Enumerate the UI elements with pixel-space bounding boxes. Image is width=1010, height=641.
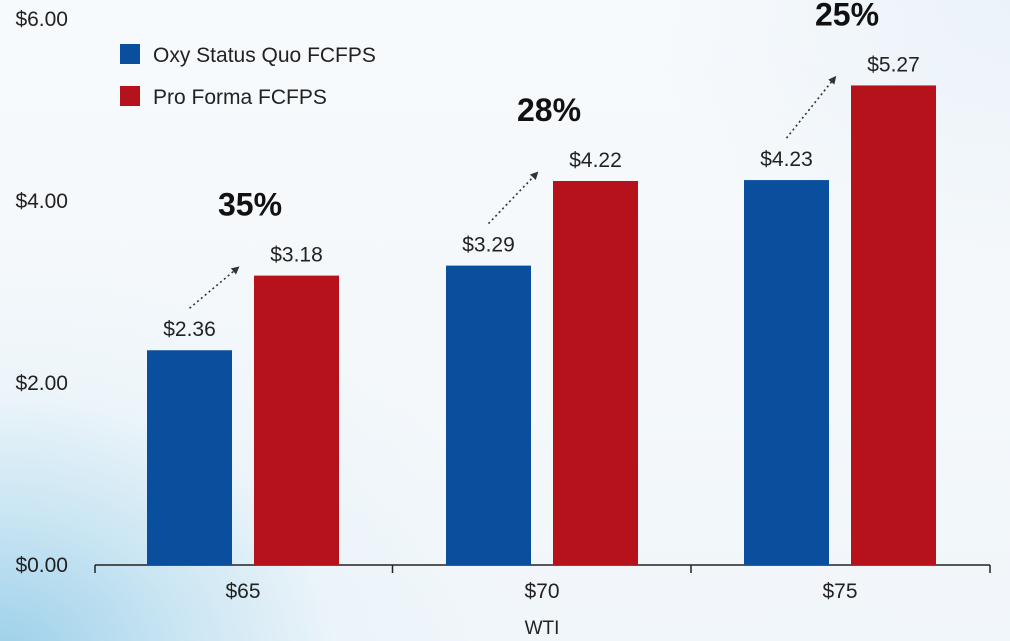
pro-forma-bar	[851, 85, 936, 566]
x-axis-title: WTI	[525, 618, 560, 639]
y-tick-label: $2.00	[15, 372, 68, 395]
x-axis: $65 $70 $75 WTI	[94, 564, 991, 639]
bar-value-label: $4.22	[569, 149, 622, 172]
x-tick-label: $75	[822, 580, 857, 603]
x-tick-label: $65	[225, 580, 260, 603]
bar-value-label: $2.36	[163, 318, 216, 341]
status-quo-bar	[446, 265, 531, 565]
growth-arrow	[188, 266, 240, 309]
x-tick-label: $70	[524, 580, 559, 603]
y-tick-label: $6.00	[15, 8, 68, 31]
growth-arrow	[785, 75, 837, 139]
growth-percent-label: 25%	[815, 0, 879, 32]
legend-swatch-pro-forma	[120, 86, 140, 106]
status-quo-bar	[744, 180, 829, 565]
data-labels: $2.36 $3.18 $3.29 $4.22 $4.23 $5.27	[163, 53, 920, 341]
legend: Oxy Status Quo FCFPS Pro Forma FCFPS	[120, 44, 376, 109]
legend-label-status-quo: Oxy Status Quo FCFPS	[153, 44, 376, 67]
pro-forma-bar	[553, 180, 638, 566]
growth-percent-label: 28%	[517, 92, 581, 128]
legend-swatch-status-quo	[120, 44, 140, 64]
growth-arrows: 35% 28% 25%	[188, 0, 879, 309]
bars	[147, 85, 936, 566]
y-tick-label: $4.00	[15, 190, 68, 213]
bar-value-label: $4.23	[760, 148, 813, 171]
legend-label-pro-forma: Pro Forma FCFPS	[153, 86, 327, 109]
growth-percent-label: 35%	[218, 187, 282, 223]
pro-forma-bar	[254, 275, 339, 565]
bar-value-label: $3.29	[462, 234, 515, 257]
growth-arrow	[487, 171, 539, 225]
bar-value-label: $5.27	[867, 53, 920, 76]
bar-value-label: $3.18	[270, 244, 323, 267]
status-quo-bar	[147, 350, 232, 565]
y-tick-label: $0.00	[15, 554, 68, 577]
y-axis: $0.00 $2.00 $4.00 $6.00	[15, 8, 68, 577]
